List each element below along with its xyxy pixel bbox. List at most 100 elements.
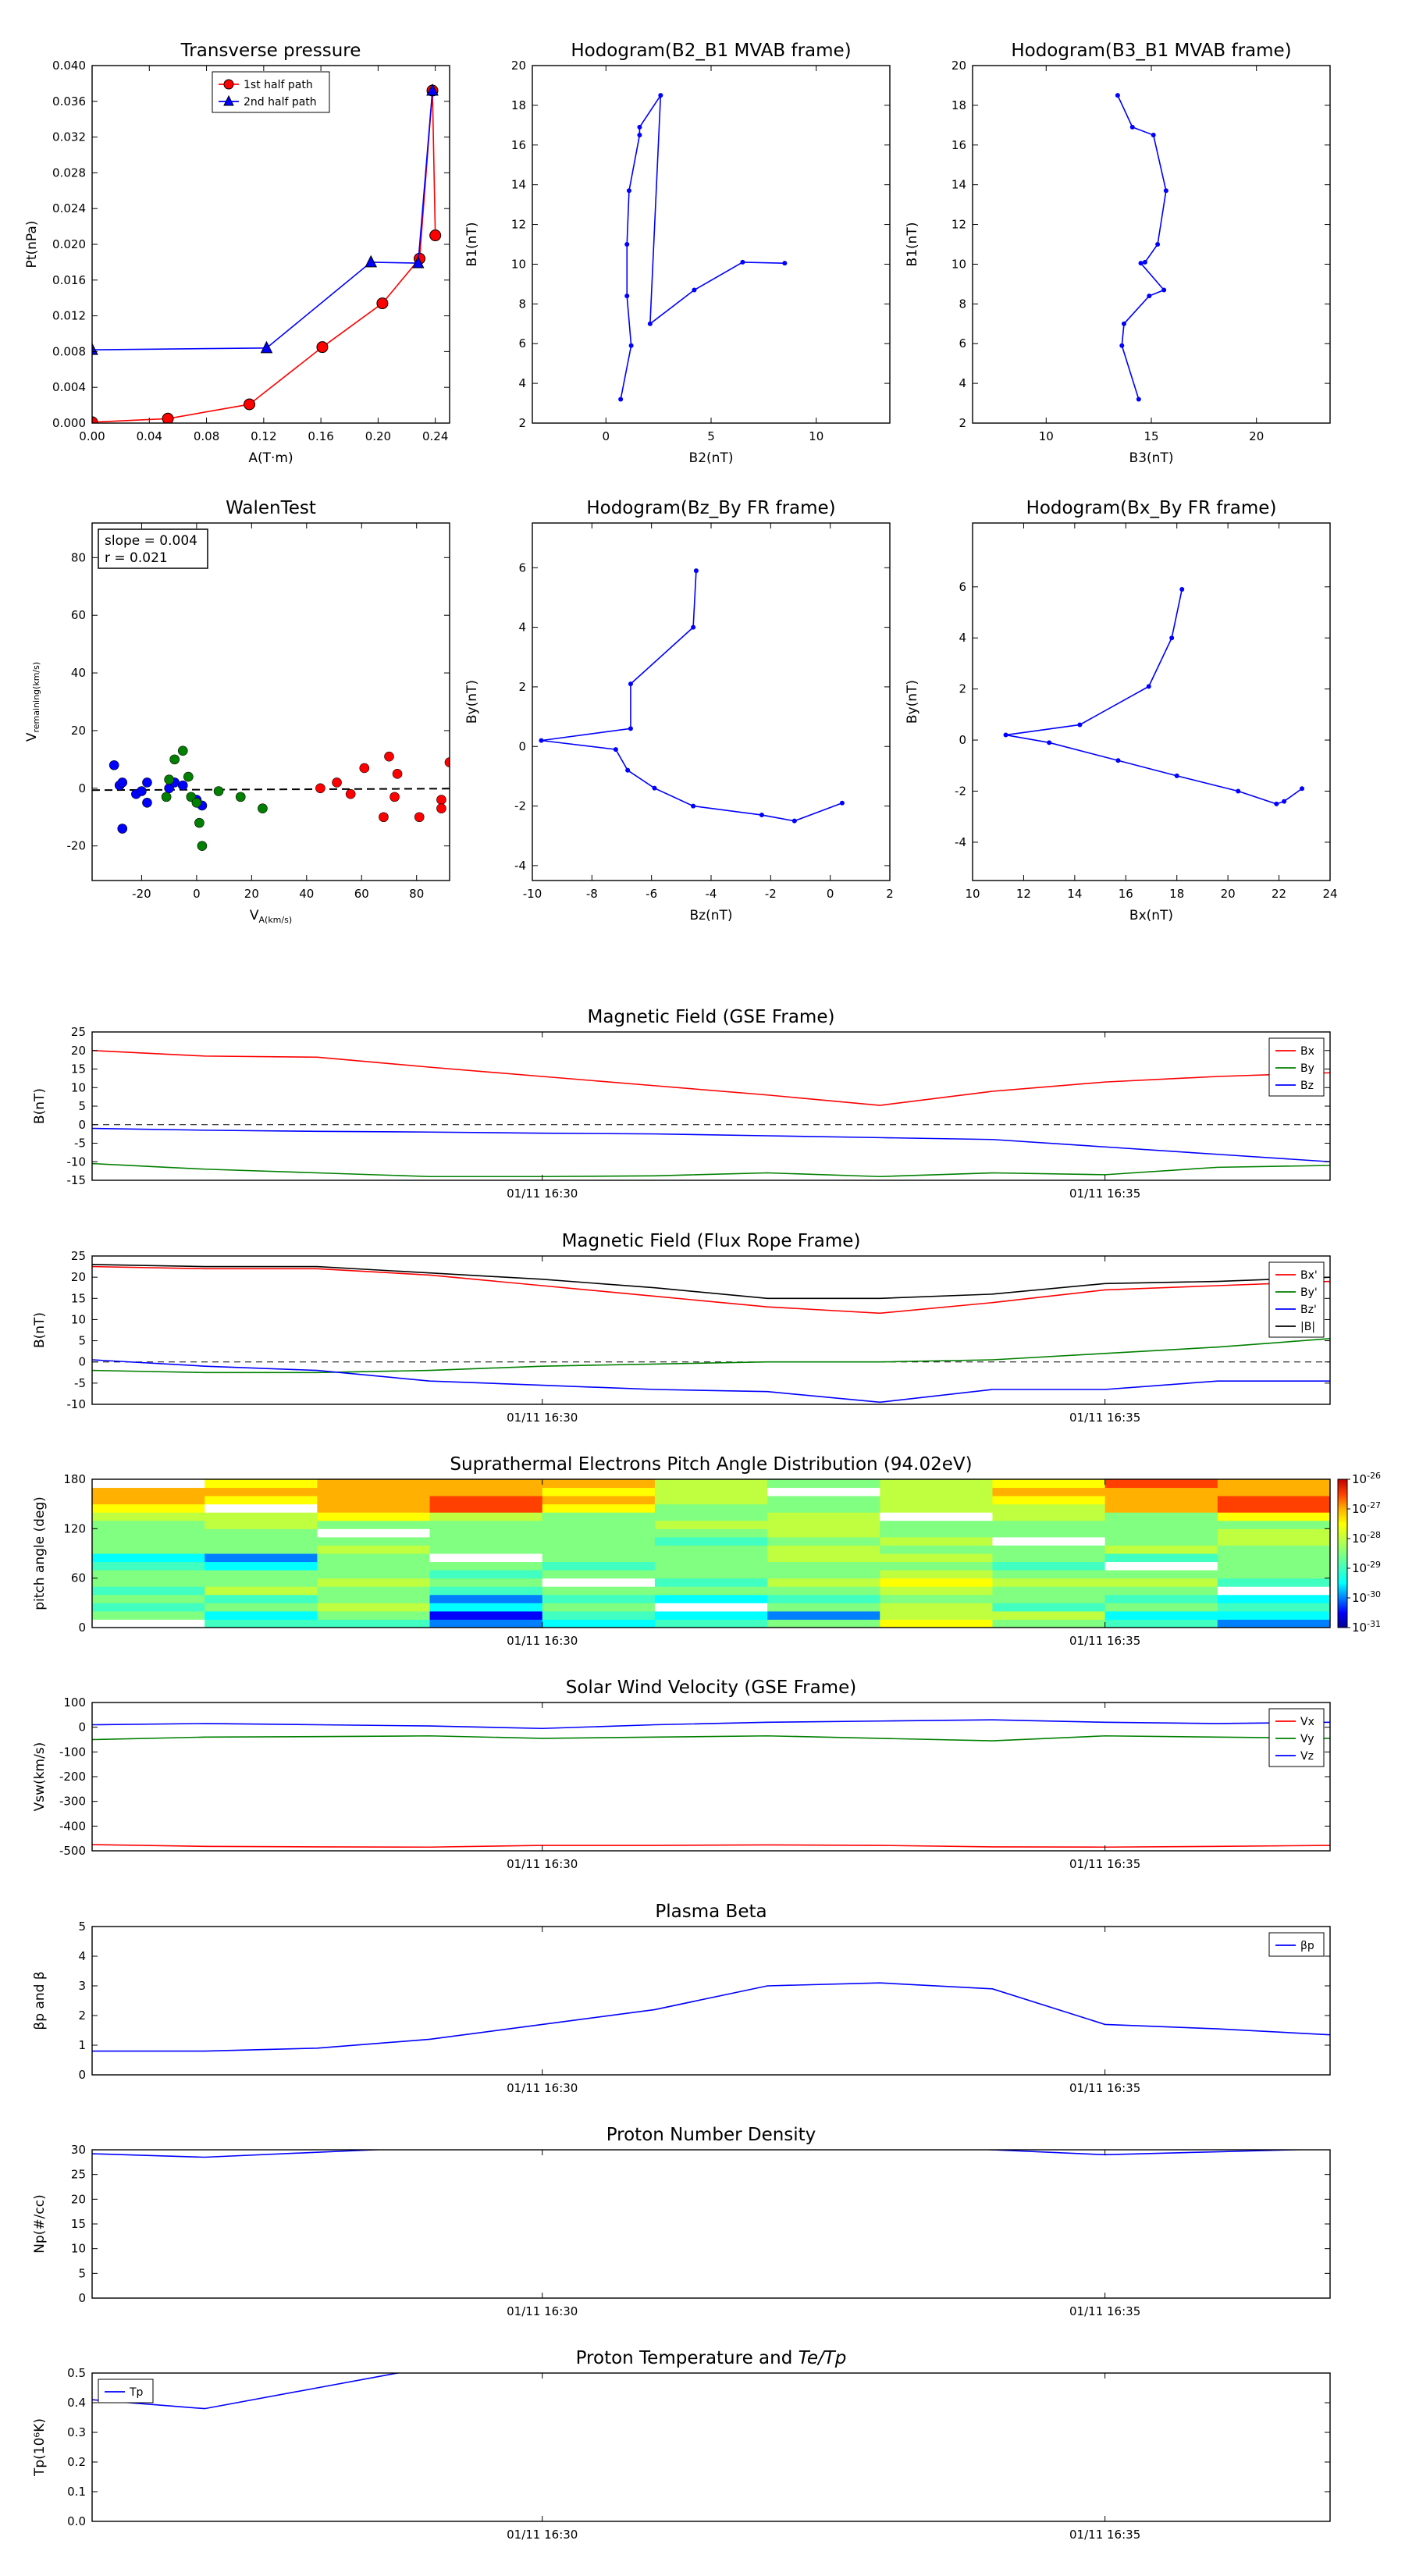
y-tick-label: 0 [518, 739, 526, 753]
x-tick-label: 20 [244, 887, 259, 901]
heatmap-cell [1217, 1570, 1330, 1579]
axes-frame [91, 522, 450, 881]
legend-label: |B| [1300, 1321, 1315, 1333]
y-tick-label: 8 [518, 297, 526, 311]
y-tick-label: 6 [959, 580, 966, 594]
y-tick-label: 0.028 [52, 165, 86, 180]
y-axis-label: Tp(10⁶K) [32, 2418, 48, 2477]
colorbar-tick-label: 10-30 [1352, 1589, 1381, 1605]
heatmap-cell [654, 1503, 768, 1513]
heatmap-cell [767, 1586, 880, 1596]
data-point [1174, 773, 1179, 778]
x-tick-label: 0 [603, 429, 610, 443]
y-tick-label: 0 [78, 1621, 86, 1635]
chart-title: Magnetic Field (Flux Rope Frame) [562, 1231, 861, 1251]
heatmap-cell [92, 1528, 205, 1538]
data-point [539, 738, 544, 743]
colorbar-base: 10 [1352, 1591, 1367, 1605]
x-tick-label: 10 [809, 429, 823, 443]
legend-label: Bz [1300, 1080, 1314, 1092]
heatmap-cell [1217, 1503, 1330, 1513]
y-tick-label: 2 [959, 682, 966, 696]
heatmap-cell [205, 1619, 318, 1628]
axes-frame [532, 522, 891, 881]
heatmap-cell [1217, 1487, 1330, 1496]
y-tick-label: 16 [951, 138, 966, 152]
heatmap-cell [654, 1479, 768, 1489]
heatmap-cell [542, 1619, 656, 1628]
heatmap-cell [992, 1545, 1106, 1554]
y-tick-label: 4 [78, 1949, 86, 1963]
y-tick-label: 6 [518, 336, 526, 350]
panel-hodogram-bz-by: Hodogram(Bz_By FR frame) -10 -8 -6 -4 -2 0 2 -4 -… [464, 498, 894, 923]
heatmap-cell [654, 1496, 768, 1505]
data-point-2nd-half-path [411, 255, 425, 269]
series-line-2ndhalfpath [92, 90, 433, 350]
heatmap-cell [767, 1578, 880, 1587]
series-line-By [92, 1162, 1330, 1178]
panel-magnetic-field-gse: Magnetic Field (GSE Frame) 01/11 16:30 01/… [32, 1007, 1331, 1201]
heatmap-cell [429, 1578, 543, 1587]
heatmap-cell [992, 1487, 1106, 1496]
chart-title: Magnetic Field (GSE Frame) [588, 1007, 835, 1027]
heatmap-cell [1104, 1536, 1218, 1546]
data-point [1161, 287, 1167, 293]
series-line-Bz [92, 1127, 1330, 1163]
x-tick-label: 01/11 16:35 [1069, 1634, 1140, 1648]
colorbar-tick-label: 10-29 [1352, 1560, 1381, 1575]
data-point-green [194, 817, 205, 828]
title-main: Proton Temperature and [576, 2348, 799, 2368]
heatmap-cell [542, 1479, 656, 1489]
series-line-Np [92, 2150, 1317, 2158]
y-tick-label: 100 [63, 1695, 86, 1710]
heatmap-cell [992, 1503, 1106, 1513]
heatmap-cell [1217, 1528, 1330, 1538]
heatmap-cell [542, 1545, 656, 1554]
axes-frame [91, 1255, 1331, 1405]
x-tick-label: 0.24 [422, 429, 448, 443]
colorbar-base: 10 [1352, 1502, 1367, 1516]
heatmap-cell [317, 1586, 431, 1596]
heatmap-cell [654, 1512, 768, 1521]
y-tick-label: 25 [71, 1025, 86, 1039]
plot-area [618, 93, 788, 402]
y-tick-label: 4 [518, 376, 526, 390]
heatmap-cell [92, 1610, 205, 1620]
colorbar-tick-label: 10-31 [1352, 1619, 1381, 1635]
heatmap-cell [429, 1545, 543, 1554]
y-tick-label: 5 [78, 2266, 86, 2280]
heatmap-cell [317, 1619, 431, 1628]
colorbar-tick-label: 10-27 [1352, 1500, 1381, 1516]
heatmap-cell [1217, 1603, 1330, 1612]
data-point [1169, 635, 1175, 641]
y-tick-label: 0.5 [67, 2366, 86, 2380]
heatmap-cell [429, 1512, 543, 1521]
data-point-1st-half-path [92, 416, 98, 423]
heatmap-cell [542, 1603, 656, 1612]
x-tick-label: 16 [1119, 887, 1133, 901]
x-tick-label: 0.00 [79, 429, 105, 443]
heatmap-cell [317, 1570, 431, 1579]
heatmap-cell [767, 1520, 880, 1529]
heatmap-cell [992, 1594, 1106, 1603]
y-tick-label: 0 [959, 733, 966, 747]
heatmap-cell [1217, 1619, 1330, 1628]
heatmap-cell [92, 1479, 205, 1489]
heatmap-cell [542, 1570, 656, 1579]
x-tick-label: 0.08 [194, 429, 219, 443]
x-tick-label: 01/11 16:35 [1069, 2528, 1140, 2542]
legend-box [1268, 1037, 1325, 1097]
x-tick-label: 01/11 16:35 [1069, 1411, 1140, 1425]
heatmap-cell [1217, 1545, 1330, 1554]
y-tick-label: 15 [71, 2217, 86, 2231]
data-point [1179, 587, 1185, 592]
colorbar-exponent: -28 [1367, 1530, 1381, 1540]
colorbar-exponent: -29 [1367, 1560, 1381, 1570]
heatmap-cell [205, 1553, 318, 1563]
y-tick-label: 14 [951, 178, 966, 192]
x-tick-label: 0 [193, 887, 201, 901]
heatmap-cell [1217, 1610, 1330, 1620]
data-point [626, 188, 631, 194]
data-point-green [258, 803, 268, 813]
data-point [782, 261, 788, 266]
